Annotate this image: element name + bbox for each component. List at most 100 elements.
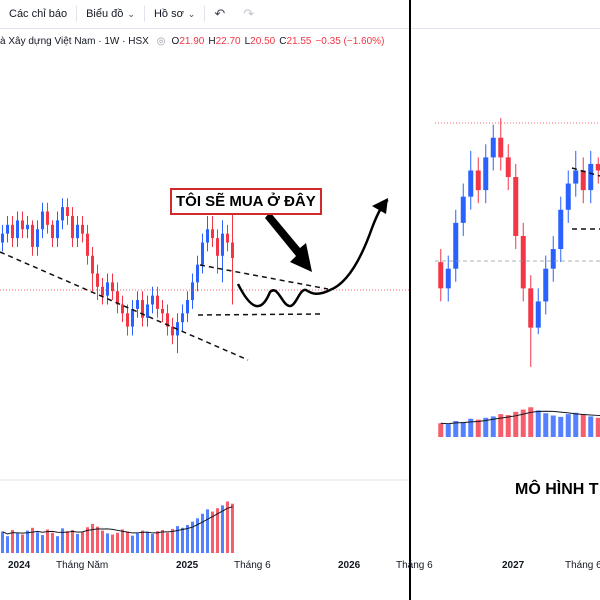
volume-bar <box>498 414 504 437</box>
volume-bar <box>36 532 39 553</box>
candle-body <box>490 137 496 158</box>
undo-button[interactable]: ↶ <box>205 0 234 28</box>
volume-bar <box>176 526 179 553</box>
buy-callout-box: TÔI SẼ MUA Ở ĐÂY <box>170 188 322 215</box>
volume-bar <box>226 501 229 553</box>
candle-body <box>106 282 109 296</box>
volume-bar <box>211 511 214 553</box>
candle-body <box>6 224 9 234</box>
chart-type-dropdown[interactable]: Biểu đồ ⌄ <box>77 0 144 28</box>
projection-arrow-head <box>372 198 388 214</box>
high-label: H <box>208 35 216 47</box>
volume-bar <box>558 416 564 437</box>
candle-body <box>186 300 189 314</box>
candle-body <box>445 268 451 289</box>
candle-body <box>131 308 134 327</box>
volume-bar <box>66 531 69 553</box>
candle-body <box>211 229 214 239</box>
x-tick-2024: 2024 <box>8 560 31 571</box>
candle-body <box>66 207 69 216</box>
candle-body <box>151 295 154 305</box>
candle-body <box>438 262 444 289</box>
volume-bar <box>191 521 194 553</box>
volume-bar <box>588 416 594 437</box>
volume-bar <box>101 530 104 553</box>
chart-toolbar: Các chỉ báo Biểu đồ ⌄ Hồ sơ ⌄ ↶ ↷ <box>0 0 600 29</box>
volume-bar <box>460 421 466 437</box>
chevron-down-icon: ⌄ <box>127 8 135 19</box>
candle-body <box>196 264 199 283</box>
high-value: 22.70 <box>215 35 241 47</box>
panel-divider <box>409 0 411 600</box>
volume-bar <box>71 530 74 553</box>
candle-body <box>51 224 54 239</box>
candle-body <box>76 224 79 239</box>
volume-bar <box>468 418 474 437</box>
low-value: 20.50 <box>250 35 276 47</box>
volume-ma-line <box>440 410 600 425</box>
candle-body <box>460 196 466 223</box>
volume-bar <box>475 419 481 437</box>
x-tick-2026: 2026 <box>338 560 361 571</box>
volume-bar <box>131 535 134 553</box>
volume-bar <box>513 411 519 437</box>
candle-body <box>41 211 44 230</box>
candle-body <box>468 170 474 197</box>
candle-body <box>81 224 84 234</box>
volume-bar <box>181 527 184 553</box>
x-tick-thang-6-b: Tháng 6 <box>396 560 433 571</box>
trendline-drawings <box>0 122 600 481</box>
volume-bar <box>535 410 541 437</box>
volume-bar <box>51 532 54 553</box>
volume-bar <box>136 533 139 553</box>
open-value: 21.90 <box>179 35 205 47</box>
pointer-arrow <box>265 212 312 272</box>
symbol-title[interactable]: à Xây dựng Việt Nam · 1W · HSX <box>0 35 149 47</box>
candle-body <box>475 170 481 191</box>
candle-body <box>61 207 64 221</box>
volume-bar <box>166 532 169 553</box>
volume-bar <box>21 534 24 553</box>
eye-icon[interactable]: ◎ <box>156 35 166 47</box>
candle-body <box>121 304 124 314</box>
triangle-upper-line <box>199 264 329 290</box>
x-tick-2027: 2027 <box>502 560 525 571</box>
projected-price-path <box>236 198 389 308</box>
candle-body <box>498 137 504 158</box>
candle-body <box>26 224 29 230</box>
redo-button[interactable]: ↷ <box>234 0 263 28</box>
volume-bar <box>76 533 79 553</box>
x-tick-thang-nam: Tháng Năm <box>56 560 109 571</box>
indicators-button[interactable]: Các chỉ báo <box>0 0 76 28</box>
volume-bar <box>438 423 444 437</box>
ohlc-legend: à Xây dựng Việt Nam · 1W · HSX ◎ O 21.90… <box>0 32 388 50</box>
candle-body <box>101 286 104 296</box>
candle-body <box>453 222 459 269</box>
volume-bar <box>41 535 44 553</box>
candle-body <box>96 273 99 287</box>
volume-bar <box>573 412 579 437</box>
volume-bar <box>91 523 94 553</box>
candle-body <box>206 229 209 243</box>
profile-dropdown[interactable]: Hồ sơ ⌄ <box>145 0 204 28</box>
open-label: O <box>171 35 180 47</box>
volume-bar <box>595 417 600 437</box>
toolbar-divider <box>76 6 78 22</box>
candle-body <box>141 300 144 318</box>
candle-body <box>91 255 94 274</box>
candle-body <box>71 215 74 239</box>
toolbar-divider <box>143 6 145 22</box>
candle-body <box>16 220 19 239</box>
volume-bar <box>121 529 124 553</box>
volume-bar <box>528 407 534 437</box>
volume-bar <box>111 534 114 553</box>
candle-body <box>535 301 541 328</box>
candle-body <box>565 183 571 210</box>
x-tick-thang-6-c: Tháng 6 <box>565 560 600 571</box>
volume-bar <box>96 526 99 553</box>
candle-body <box>111 282 114 292</box>
volume-bar <box>171 528 174 553</box>
candle-body <box>166 313 169 327</box>
volume-bar <box>483 417 489 437</box>
